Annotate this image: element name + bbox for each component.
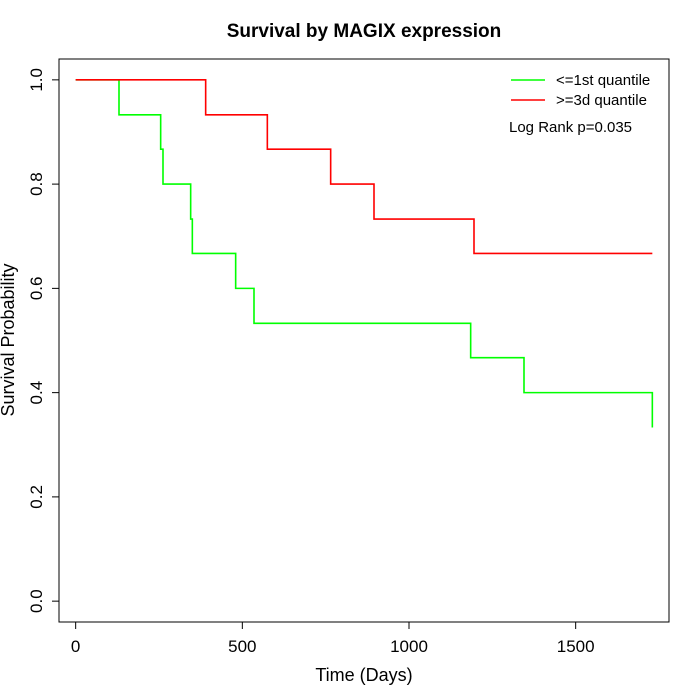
y-tick-label: 1.0 bbox=[27, 68, 46, 92]
legend-label: <=1st quantile bbox=[556, 72, 650, 89]
y-tick-label: 0.8 bbox=[27, 172, 46, 196]
log-rank-annotation: Log Rank p=0.035 bbox=[509, 119, 632, 136]
y-tick-label: 0.4 bbox=[27, 381, 46, 405]
y-tick-label: 0.6 bbox=[27, 277, 46, 301]
y-tick-label: 0.2 bbox=[27, 485, 46, 509]
series-layer bbox=[75, 79, 654, 428]
y-axis: 0.0 0.2 0.4 0.6 0.8 1.0 bbox=[27, 68, 60, 613]
x-axis: 0 500 1000 1500 bbox=[71, 621, 595, 656]
x-tick-label: 1000 bbox=[390, 637, 428, 656]
legend-label: >=3d quantile bbox=[556, 92, 647, 109]
y-axis-label: Survival Probability bbox=[0, 263, 18, 416]
y-tick-label: 0.0 bbox=[27, 589, 46, 613]
plot-frame bbox=[58, 58, 670, 623]
legend: <=1st quantile >=3d quantile bbox=[511, 72, 650, 109]
survival-curve-2 bbox=[75, 79, 653, 255]
survival-curve-1 bbox=[75, 79, 654, 428]
chart-title: Survival by MAGIX expression bbox=[227, 21, 502, 42]
x-axis-label: Time (Days) bbox=[315, 665, 412, 685]
x-tick-label: 500 bbox=[228, 637, 256, 656]
x-tick-label: 0 bbox=[71, 637, 80, 656]
x-tick-label: 1500 bbox=[557, 637, 595, 656]
